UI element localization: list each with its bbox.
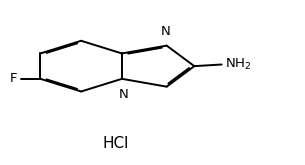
Text: HCl: HCl: [103, 135, 129, 150]
Text: NH$_2$: NH$_2$: [225, 57, 251, 72]
Text: N: N: [160, 25, 170, 38]
Text: N: N: [119, 88, 128, 101]
Text: F: F: [9, 72, 17, 85]
